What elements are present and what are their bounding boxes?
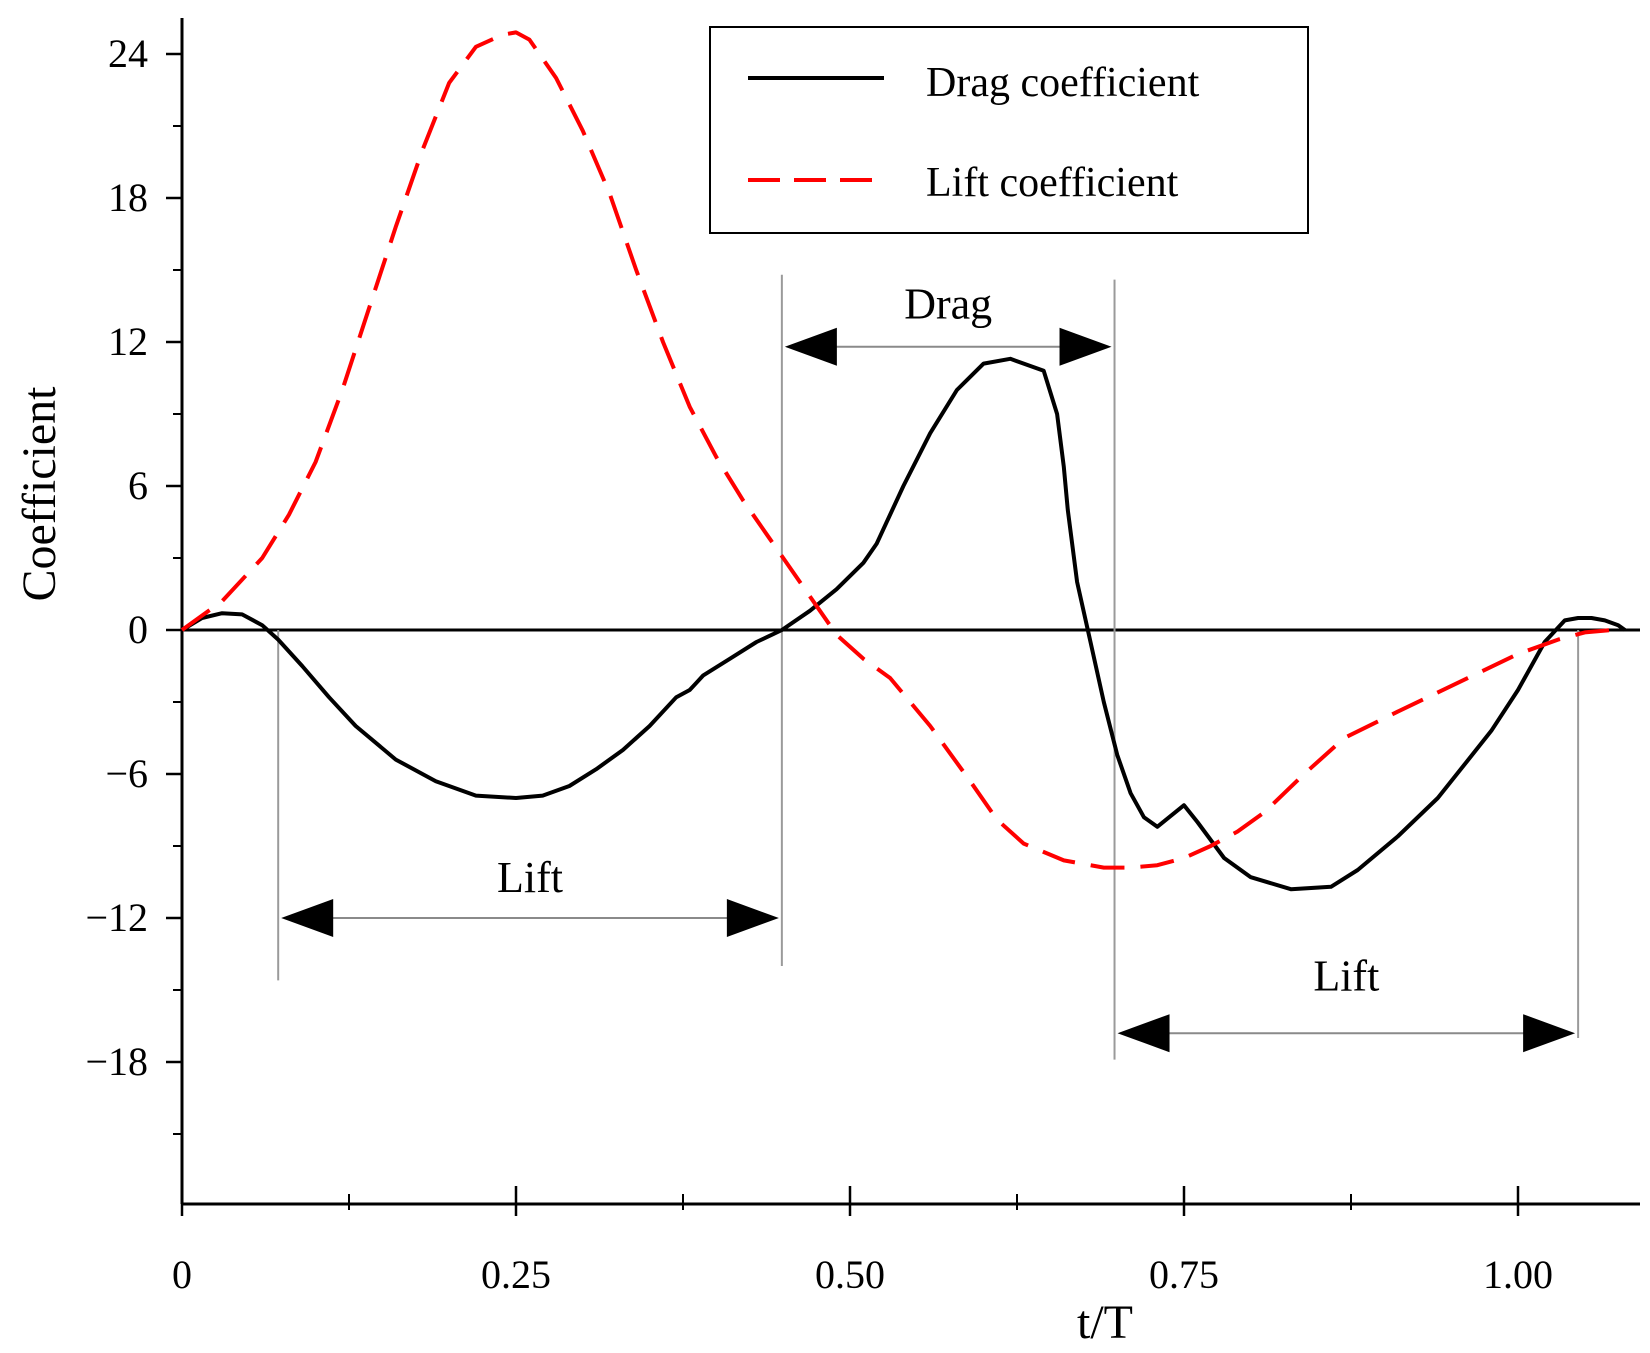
annotation-arrowhead-left	[1117, 1014, 1170, 1053]
legend: Drag coefficient Lift coefficient	[709, 26, 1309, 234]
annotation-arrowhead-right	[726, 899, 779, 937]
x-axis-title: t/T	[1077, 1296, 1133, 1349]
x-tick-label: 0.25	[481, 1252, 551, 1297]
legend-label-lift: Lift coefficient	[926, 160, 1179, 206]
annotation-label: Lift	[1313, 952, 1379, 1001]
annotation-lift-2: Lift	[1117, 952, 1576, 1053]
axes: 24 18 12 6 0 −6 −12 −18 0 0.25 0.50 0.75 1.00	[85, 18, 1640, 1297]
annotation-arrowhead-left	[281, 899, 334, 937]
x-tick-label: 0	[172, 1252, 192, 1297]
y-tick-label: −6	[105, 751, 148, 796]
y-tick-label: 0	[128, 607, 148, 652]
y-tick-label: −12	[85, 895, 148, 940]
legend-box	[709, 26, 1309, 234]
annotation-label: Lift	[497, 853, 563, 902]
annotation-lift-0: Lift	[281, 853, 779, 937]
x-tick-label: 0.50	[815, 1252, 885, 1297]
drag-coefficient-line	[180, 356, 1627, 892]
annotations: Lift Drag Lift	[281, 280, 1576, 1053]
lift-coefficient-line	[180, 30, 1612, 870]
x-tick-label: 1.00	[1483, 1252, 1553, 1297]
annotation-arrowhead-right	[1059, 327, 1112, 366]
y-tick-label: 6	[128, 463, 148, 508]
legend-label-drag: Drag coefficient	[926, 60, 1200, 106]
annotation-arrowhead-left	[784, 327, 837, 366]
annotation-label: Drag	[904, 280, 992, 329]
y-tick-label: −18	[85, 1039, 148, 1084]
y-tick-label: 24	[108, 31, 148, 76]
annotation-arrowhead-right	[1523, 1014, 1576, 1053]
divider-lines	[277, 274, 1580, 1060]
series	[180, 30, 1627, 892]
x-tick-label: 0.75	[1149, 1252, 1219, 1297]
y-axis-title: Coefficient	[13, 386, 66, 602]
y-tick-label: 18	[108, 175, 148, 220]
annotation-drag-1: Drag	[784, 280, 1112, 366]
y-tick-label: 12	[108, 319, 148, 364]
